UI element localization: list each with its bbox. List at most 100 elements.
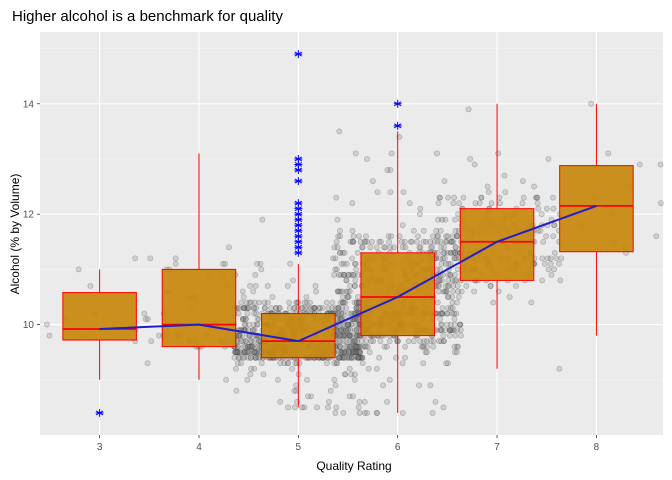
jitter-point [311,305,318,311]
jitter-point [347,327,353,334]
jitter-point [435,277,442,284]
jitter-point [241,349,248,356]
jitter-point [356,349,363,356]
jitter-point [441,249,448,256]
jitter-point [356,349,363,356]
jitter-point [448,238,455,245]
jitter-point [351,260,358,267]
jitter-point [342,299,349,306]
jitter-point [241,305,248,311]
jitter-point [252,349,258,356]
jitter-point [342,371,349,378]
jitter-point [247,343,254,350]
jitter-point [251,305,258,311]
jitter-point [550,205,557,212]
jitter-point [410,227,417,234]
jitter-point [436,283,443,289]
jitter-point [351,371,358,378]
jitter-point [264,299,271,306]
jitter-point [358,338,365,345]
jitter-point [454,266,461,273]
jitter-point [352,283,358,289]
jitter-point [351,343,358,350]
jitter-point [543,233,549,240]
jitter-point [241,321,248,328]
jitter-point [415,233,421,240]
jitter-point [467,156,474,162]
jitter-point [354,294,361,300]
jitter-point [429,410,436,416]
jitter-point [364,156,370,162]
jitter-point [427,244,434,251]
jitter-point [299,305,306,311]
jitter-point [252,349,258,356]
jitter-point [384,398,390,405]
jitter-point [435,233,442,240]
jitter-point [416,382,422,389]
jitter-point [387,244,394,251]
jitter-point [343,260,350,267]
jitter-point [341,272,348,278]
jitter-point [357,349,364,356]
jitter-point [352,343,359,350]
jitter-point [445,305,451,311]
jitter-point [373,244,380,251]
jitter-point [359,343,366,350]
axis-ticks: 10 12 14 3 4 5 6 7 8 [23,99,600,453]
jitter-point [144,360,151,367]
jitter-point [447,305,454,311]
jitter-point [550,194,556,201]
jitter-point [545,266,552,273]
jitter-point [335,272,342,278]
box-body [360,252,435,337]
jitter-point [443,238,450,245]
jitter-point [262,305,269,311]
x-axis-title: Quality Rating [316,459,391,473]
jitter-point [436,277,443,284]
jitter-point [420,343,426,350]
jitter-point [334,305,341,311]
jitter-point [236,305,243,311]
jitter-point [557,277,564,284]
jitter-point [254,349,260,356]
jitter-point [450,200,457,207]
jitter-point [284,283,291,289]
jitter-point [293,387,300,394]
jitter-point [502,189,509,195]
jitter-point [340,354,347,361]
jitter-point [345,272,352,278]
jitter-point [349,200,356,207]
jitter-point [446,332,453,339]
box-body [62,292,137,341]
jitter-point [534,194,541,201]
jitter-point [353,299,360,306]
jitter-point [448,327,455,334]
jitter-point [353,266,359,273]
jitter-point [359,354,366,361]
jitter-point [245,305,251,311]
jitter-point [312,283,319,289]
jitter-point [369,238,375,245]
jitter-point [450,283,456,289]
jitter-point [340,338,347,345]
jitter-point [547,255,554,262]
jitter-point [251,338,258,345]
jitter-point [337,327,344,334]
jitter-point [291,305,298,311]
jitter-point [238,360,244,367]
jitter-point [254,316,261,322]
jitter-point [335,288,342,295]
jitter-point [442,283,449,289]
jitter-point [351,349,357,356]
jitter-point [249,343,255,350]
jitter-point [310,305,317,311]
jitter-point [451,255,458,262]
y-tick-label: 14 [23,99,35,110]
jitter-point [340,272,347,278]
jitter-point [325,305,332,311]
y-axis-title: Alcohol (% by Volume) [8,174,22,295]
jitter-point [252,272,259,278]
jitter-point [402,343,409,350]
jitter-point [537,227,544,234]
